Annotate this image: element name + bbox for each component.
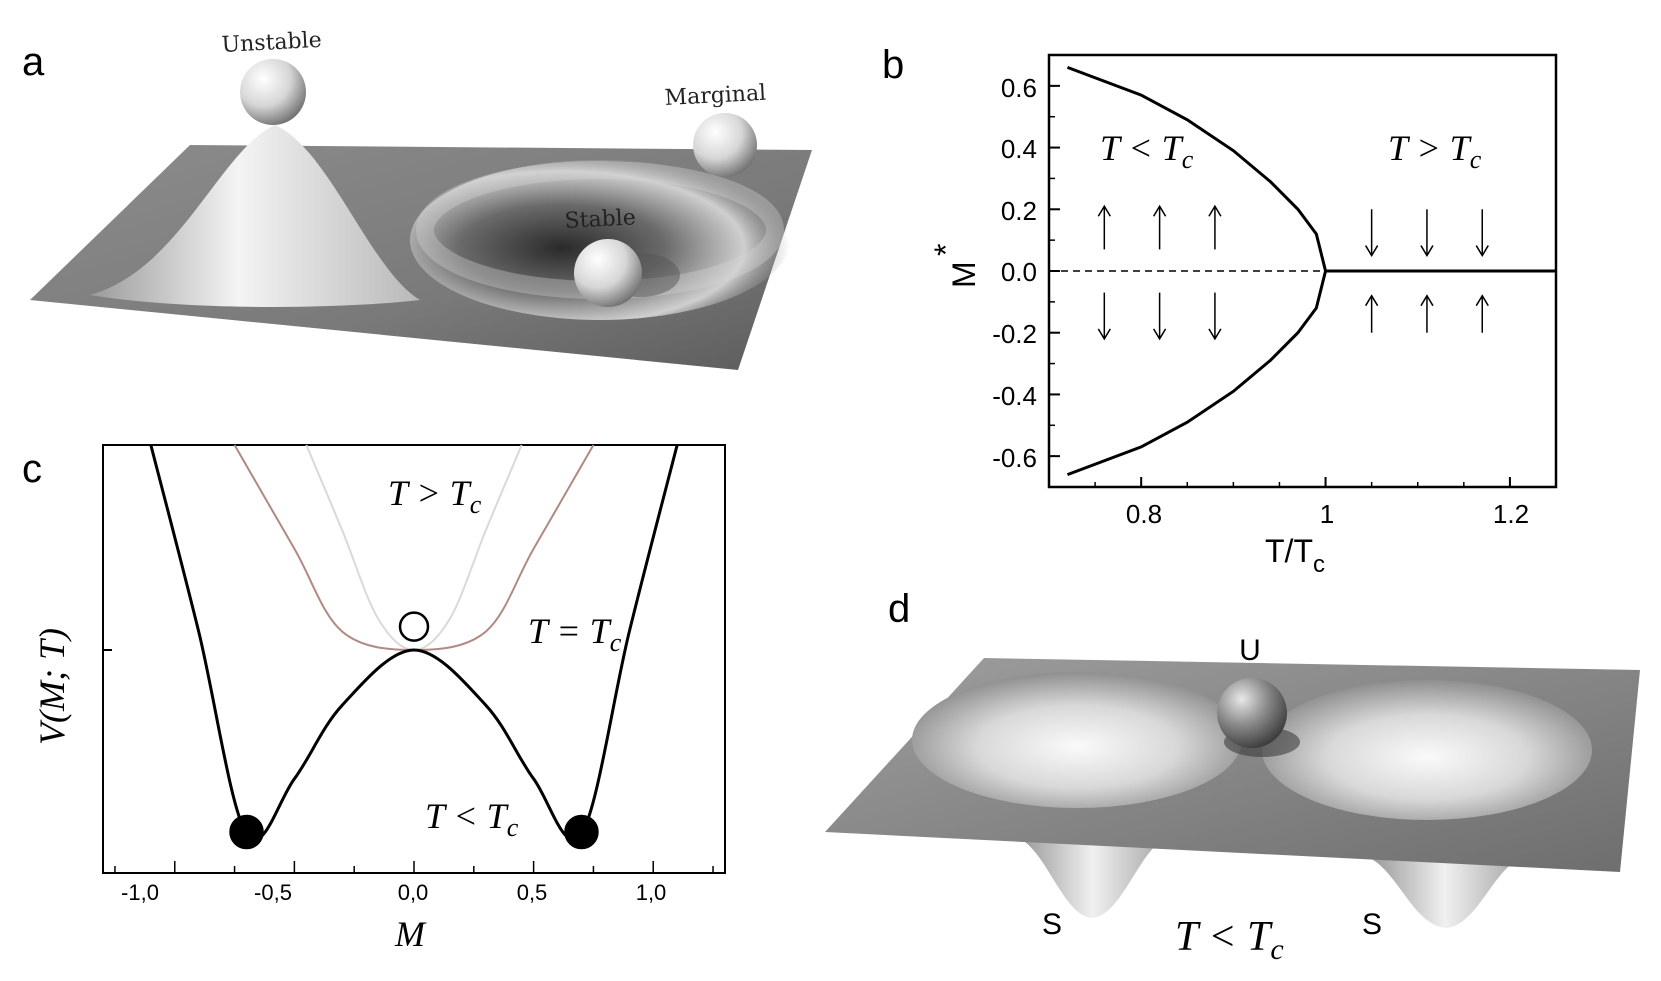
panel-d-well-right: [1262, 680, 1592, 820]
panel-c-ylabel: V(M; T): [32, 628, 72, 745]
panel-b-ytick--0.6: -0.6: [992, 443, 1037, 473]
panel-c-ticks: [114, 861, 714, 873]
panel-a-label-marginal: Marginal: [664, 81, 767, 111]
panel-b-ytick-0.2: 0.2: [1001, 196, 1037, 226]
panel-b-curves: [1049, 65, 1556, 477]
panel-c-label-at: T = Tc: [528, 611, 622, 657]
panel-b-ticks: [1048, 54, 1511, 488]
panel-b-arrowhead: [1152, 328, 1167, 341]
panel-c-marker-stable: [229, 814, 264, 850]
panel-a-ball-stable: [574, 239, 642, 307]
panel-d-letter: d: [888, 587, 910, 631]
panel-a: a Unstable Marginal Stable: [22, 28, 812, 370]
panel-b-arrowhead: [1364, 294, 1379, 307]
panel-b-arrowhead: [1097, 328, 1111, 341]
svg-text:*: *: [928, 244, 964, 256]
panel-b-series-0: [1066, 65, 1328, 272]
panel-d-label-u: U: [1239, 634, 1261, 667]
panel-a-letter: a: [22, 40, 45, 84]
panel-c-xtick-0.0: 0,0: [398, 880, 429, 905]
panel-b-arrowhead: [1475, 245, 1489, 258]
panel-b-ytick--0.4: -0.4: [992, 381, 1037, 411]
panel-c-xtick-1.0: 1,0: [636, 880, 667, 905]
panel-b-xtick-1.2: 1.2: [1493, 499, 1529, 529]
panel-d-bump-left: [1010, 835, 1175, 918]
panel-c-xtick--0.5: -0,5: [254, 880, 292, 905]
panel-d-ball: [1217, 678, 1287, 748]
panel-b-ytick-0.4: 0.4: [1001, 134, 1037, 164]
panel-b-spin-arrows: [1097, 204, 1489, 341]
panel-a-ball-unstable: [240, 59, 306, 125]
panel-a-label-unstable: Unstable: [221, 28, 322, 58]
panel-b-ytick--0.2: -0.2: [992, 319, 1037, 349]
panel-c-label-above: T > Tc: [388, 473, 482, 519]
panel-b-arrowhead: [1420, 245, 1434, 258]
panel-c: c -1,0 -0,5 0,0 0,5 1,0 M V(M; T) T > Tc…: [22, 444, 726, 954]
panel-c-curves: [149, 444, 679, 850]
panel-c-marker-unstable: [398, 611, 430, 642]
panel-b-ytick-0.6: 0.6: [1001, 73, 1037, 103]
panel-b-region-left: T < Tc: [1100, 128, 1194, 174]
panel-b-arrowhead: [1364, 245, 1379, 258]
panel-d-condition: T < Tc: [1175, 914, 1284, 966]
panel-b-letter: b: [882, 43, 904, 87]
panel-b-region-right: T > Tc: [1388, 128, 1482, 174]
panel-b-arrowhead: [1208, 328, 1222, 341]
panel-b: b 0.8 1 1.2 0.6 0.4 0.2 0.0 -0.2 -0.4 -0…: [882, 43, 1558, 578]
panel-d-well-left: [912, 672, 1242, 808]
panel-a-hill: [90, 125, 420, 307]
panel-b-ytick-0.0: 0.0: [1001, 257, 1037, 287]
panel-b-arrowhead: [1208, 204, 1222, 217]
panel-c-xlabel: M: [394, 914, 427, 954]
panel-b-arrowhead: [1420, 294, 1434, 307]
panel-b-xtick-1: 1: [1320, 499, 1334, 529]
panel-a-ball-marginal: [693, 113, 757, 177]
panel-d-label-s-left: S: [1042, 908, 1062, 941]
panel-b-arrowhead: [1152, 204, 1167, 217]
panel-c-xtick-0.5: 0,5: [517, 880, 548, 905]
panel-d-bump-right: [1360, 855, 1530, 928]
panel-b-arrowhead: [1475, 294, 1489, 307]
panel-c-series-0: [149, 444, 679, 842]
panel-a-label-stable: Stable: [564, 205, 636, 234]
panel-b-series-1: [1066, 270, 1328, 477]
panel-c-letter: c: [22, 447, 42, 491]
panel-c-label-below: T < Tc: [425, 796, 519, 842]
panel-c-marker-stable: [564, 814, 599, 850]
svg-text:M: M: [946, 261, 982, 288]
panel-b-arrowhead: [1097, 204, 1111, 217]
panel-b-xlabel: T/Tc: [1265, 533, 1325, 578]
panel-d-label-s-right: S: [1362, 908, 1382, 941]
panel-d: d U S S T < Tc: [825, 587, 1640, 966]
panel-b-xtick-0.8: 0.8: [1126, 499, 1162, 529]
panel-b-ylabel: M *: [928, 244, 982, 288]
panel-c-xtick--1.0: -1,0: [121, 880, 159, 905]
